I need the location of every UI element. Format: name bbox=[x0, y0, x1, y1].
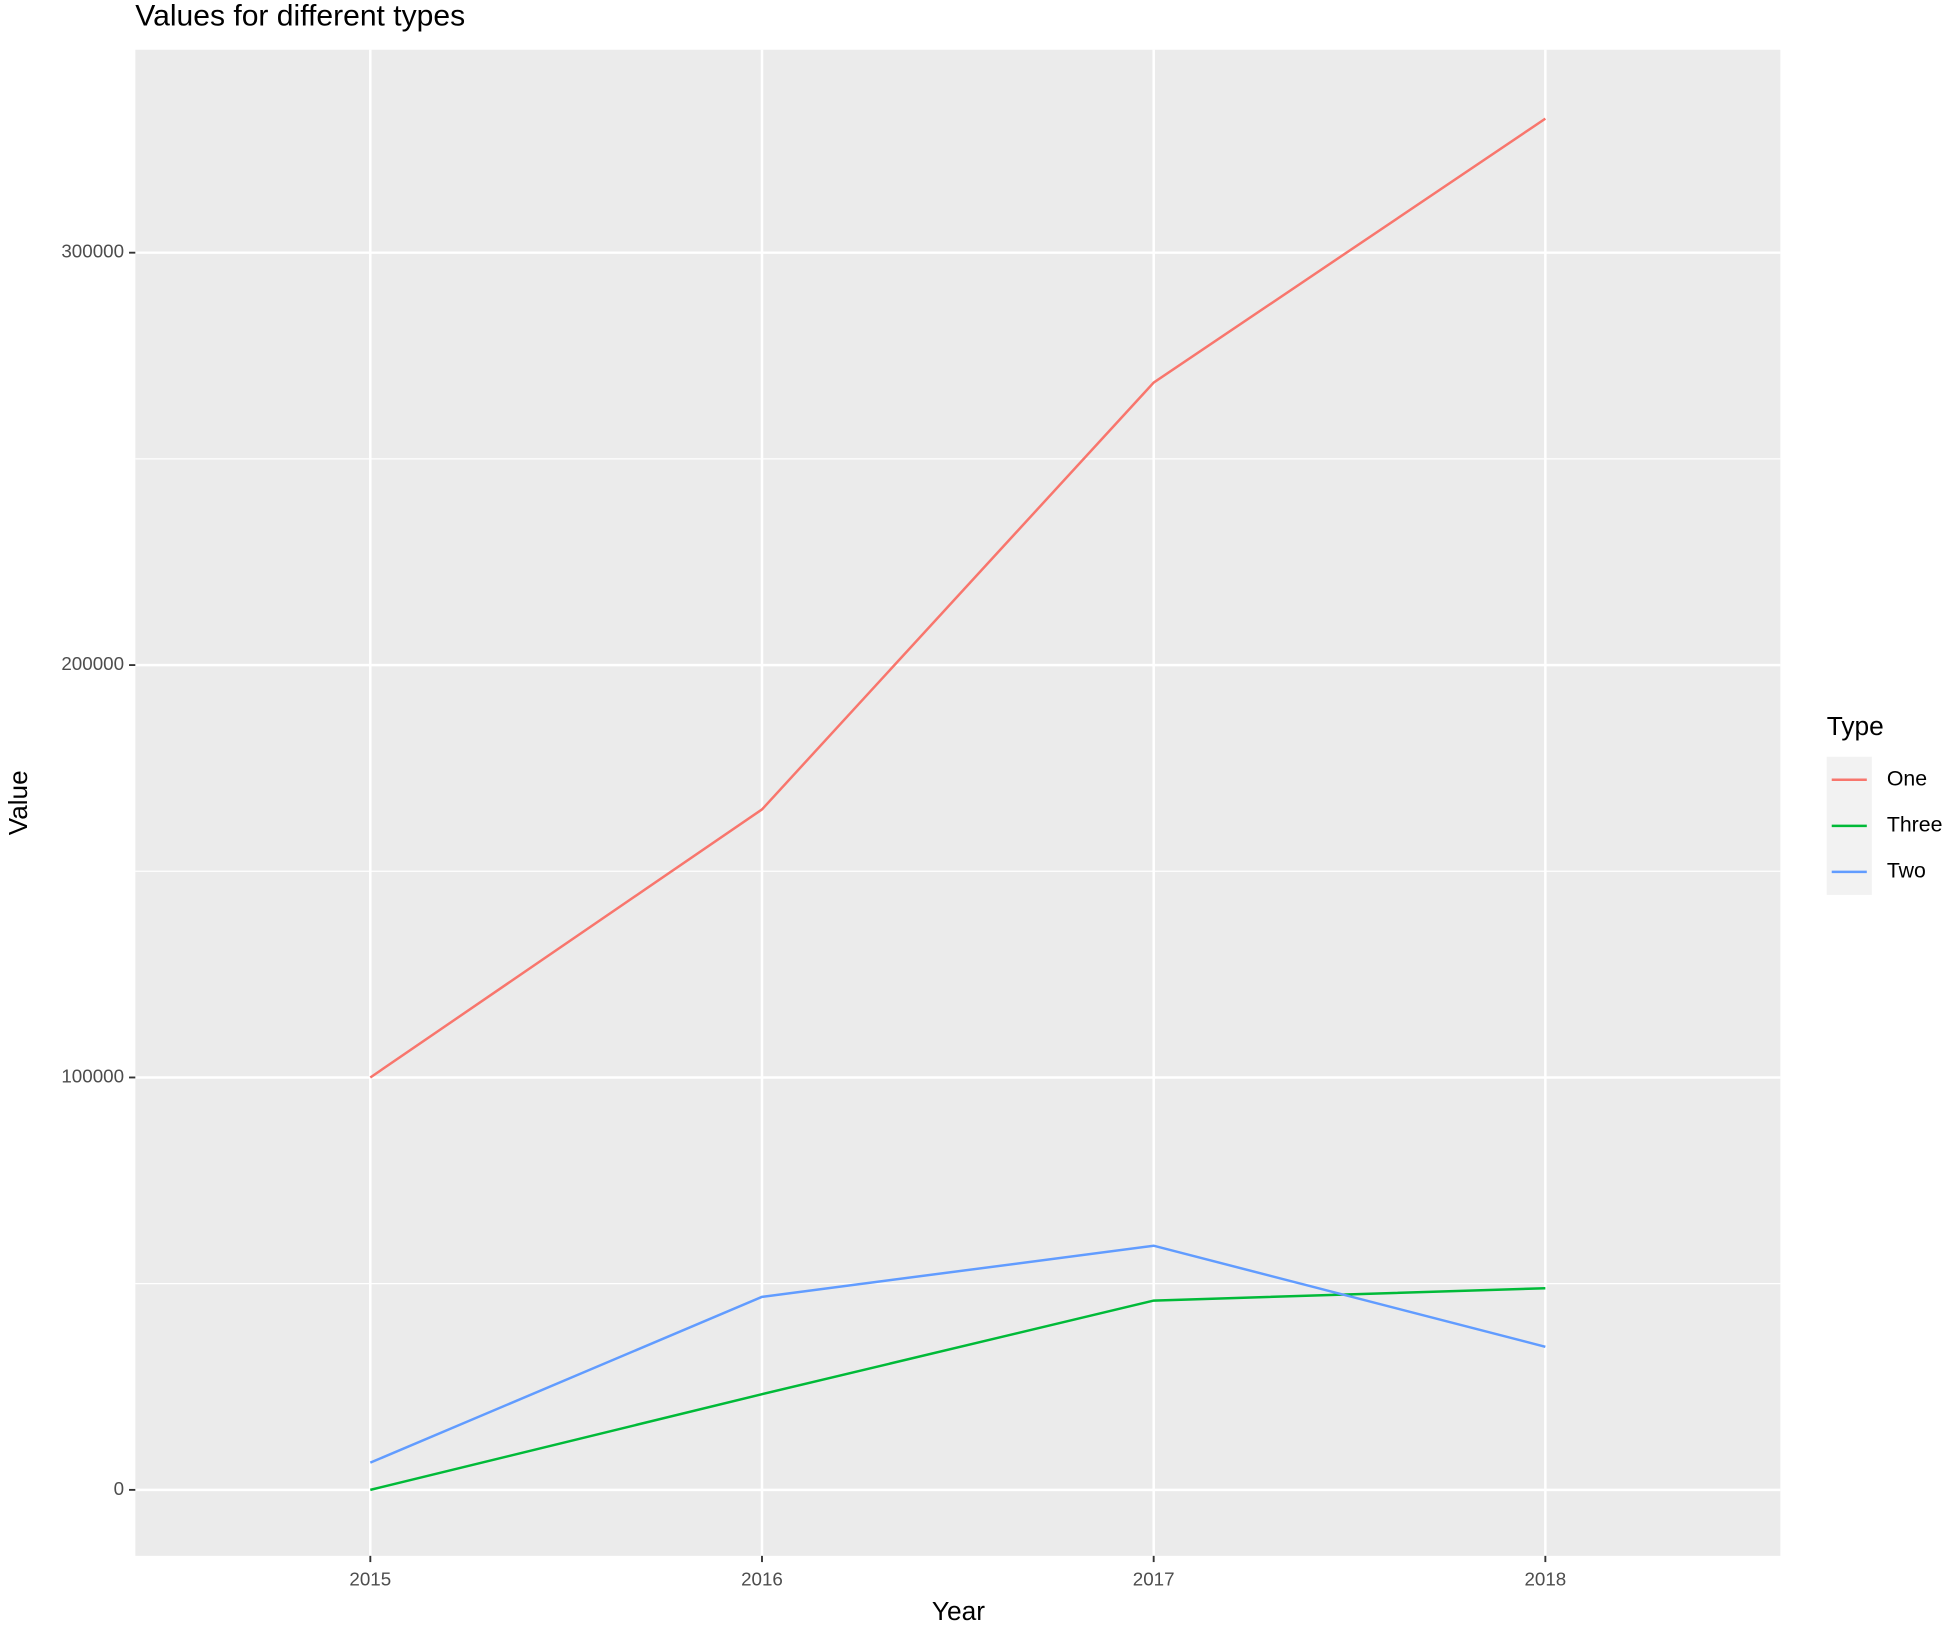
legend-label: Two bbox=[1887, 860, 1926, 883]
legend-label: One bbox=[1887, 767, 1927, 790]
series-line bbox=[369, 117, 1547, 1079]
series-line bbox=[370, 1286, 1546, 1492]
x-tick-label: 2018 bbox=[1524, 1569, 1566, 1590]
x-axis-title: Year bbox=[932, 1596, 985, 1626]
y-tick-label: 100000 bbox=[61, 1065, 124, 1086]
legend-label: Three bbox=[1887, 813, 1943, 836]
legend-title: Type bbox=[1827, 711, 1884, 741]
x-tick-label: 2015 bbox=[349, 1569, 391, 1590]
chart-title: Values for different types bbox=[135, 0, 465, 32]
x-tick-label: 2017 bbox=[1133, 1569, 1175, 1590]
y-tick-label: 300000 bbox=[61, 241, 124, 262]
x-tick-label: 2016 bbox=[741, 1569, 783, 1590]
y-axis-title: Value bbox=[3, 770, 33, 835]
panel bbox=[135, 49, 1781, 1556]
y-tick-label: 0 bbox=[114, 1478, 124, 1499]
series-line bbox=[369, 1244, 1546, 1464]
y-tick-label: 200000 bbox=[61, 653, 124, 674]
